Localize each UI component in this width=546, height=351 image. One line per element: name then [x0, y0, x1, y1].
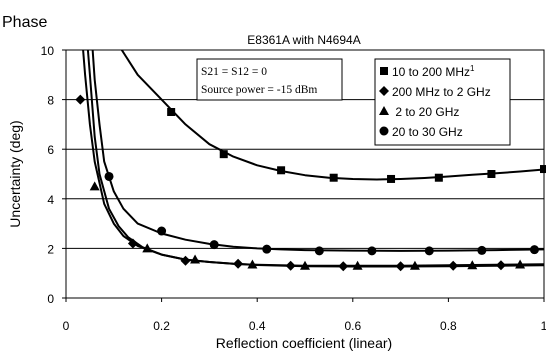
data-point-circle [424, 246, 434, 256]
legend-label: 200 MHz to 2 GHz [392, 85, 491, 99]
data-point-square [540, 165, 546, 174]
data-point-circle [157, 226, 167, 236]
x-tick-label: 0.4 [249, 319, 266, 333]
chart-title: E8361A with N4694A [247, 33, 360, 47]
legend: 10 to 200 MHz1 200 MHz to 2 GHz 2 to 20 G… [374, 58, 511, 146]
x-tick-label: 0.2 [153, 319, 170, 333]
data-point-square [434, 173, 443, 182]
data-point-square [387, 174, 396, 183]
data-point-square [329, 173, 338, 182]
data-point-diamond [285, 260, 296, 271]
data-point-circle [477, 245, 487, 255]
annotation-line-1: S21 = S12 = 0 [201, 66, 267, 78]
data-point-diamond [495, 260, 506, 271]
axis-ticks: 0 2 4 6 8 10 0 0.2 0.4 0.6 0.8 1 [41, 44, 546, 333]
y-tick-label: 8 [47, 94, 54, 108]
data-point-diamond [127, 238, 138, 249]
data-point-circle [209, 240, 219, 250]
x-tick-label: 1 [541, 319, 546, 333]
data-point-diamond [233, 258, 244, 269]
data-point-triangle [89, 181, 100, 191]
y-axis-label: Uncertainty (deg) [7, 120, 23, 227]
data-point-triangle [300, 260, 310, 270]
data-point-triangle [409, 260, 420, 270]
data-point-triangle [467, 260, 478, 270]
data-point-diamond [395, 261, 406, 272]
y-tick-label: 2 [47, 242, 54, 256]
annotation-frame [196, 58, 343, 101]
series-line-square [120, 50, 544, 181]
y-tick-label: 0 [47, 292, 54, 306]
data-point-diamond [448, 260, 459, 271]
data-point-circle [104, 171, 114, 181]
legend-marker-square [380, 67, 388, 75]
data-point-square [167, 108, 176, 116]
data-point-triangle [190, 254, 201, 264]
data-point-circle [529, 245, 539, 255]
data-point-circle [262, 244, 272, 254]
series-line-circle [91, 50, 544, 252]
legend-frame [374, 58, 511, 146]
data-point-diamond [180, 255, 191, 266]
y-tick-label: 10 [41, 44, 55, 58]
series-markers [75, 94, 546, 272]
x-tick-label: 0.8 [440, 319, 457, 333]
data-point-diamond [338, 261, 349, 272]
data-point-circle [314, 246, 324, 256]
data-point-diamond [75, 94, 86, 105]
x-axis-label: Reflection coefficient (linear) [216, 335, 392, 351]
legend-label: 2 to 20 GHz [392, 105, 459, 119]
legend-marker-diamond [379, 86, 389, 96]
data-point-square [487, 170, 496, 178]
annotation-box: S21 = S12 = 0 Source power = -15 dBm [196, 58, 343, 101]
x-tick-label: 0 [63, 319, 70, 333]
data-point-circle [367, 246, 377, 256]
legend-marker-circle [379, 126, 389, 136]
legend-marker-triangle [379, 106, 389, 115]
y-tick-label: 4 [47, 193, 54, 207]
data-point-triangle [352, 260, 363, 270]
data-point-square [219, 150, 228, 159]
data-point-triangle [142, 243, 153, 253]
chart-heading: Phase [2, 14, 47, 31]
data-point-triangle [515, 259, 526, 269]
y-tick-label: 6 [47, 143, 54, 157]
legend-label: 20 to 30 GHz [392, 125, 463, 139]
annotation-line-2: Source power = -15 dBm [201, 84, 317, 96]
data-point-triangle [247, 259, 258, 269]
data-point-square [277, 166, 286, 175]
x-tick-label: 0.6 [344, 319, 361, 333]
plot-frame [65, 49, 545, 299]
legend-superscript: 1 [470, 64, 475, 73]
legend-label: 10 to 200 MHz1 [392, 64, 475, 79]
